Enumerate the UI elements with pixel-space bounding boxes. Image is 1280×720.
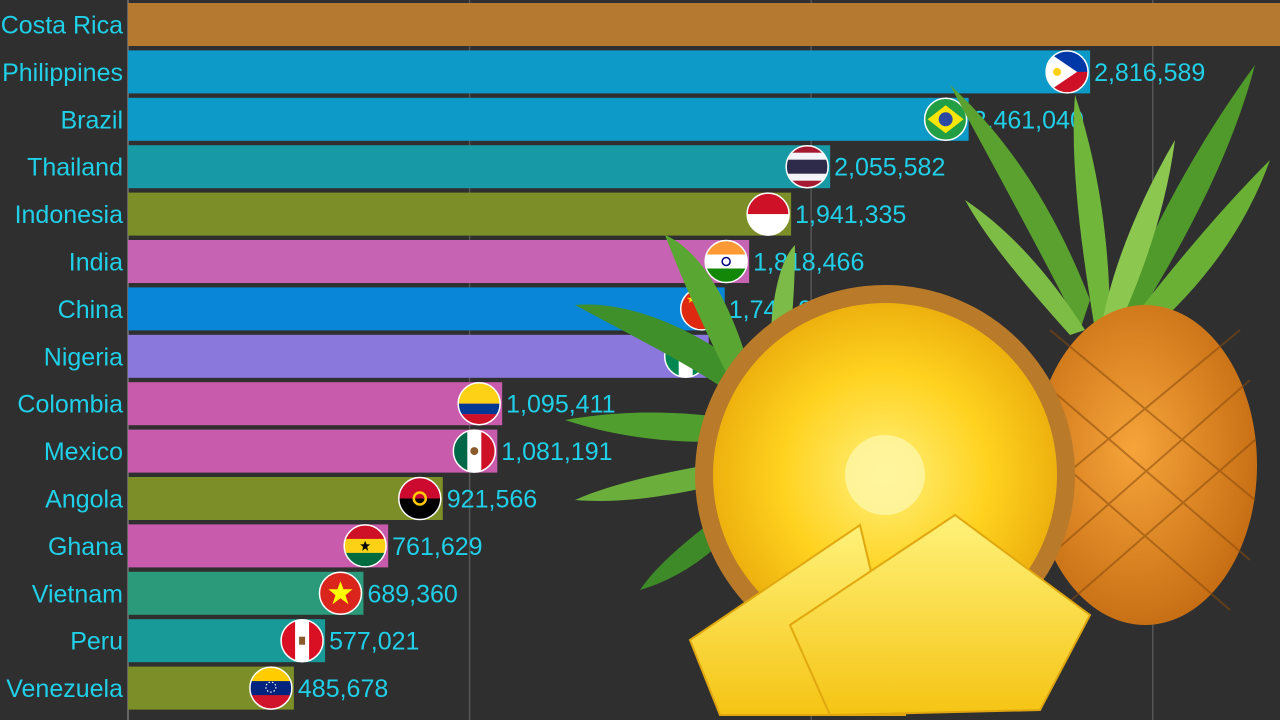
value-label: 2,055,582 (834, 154, 945, 182)
philippines-flag-icon (1045, 50, 1089, 94)
brazil-flag-icon (923, 97, 968, 142)
mexico-flag-icon (452, 429, 497, 473)
category-label: Venezuela (6, 675, 123, 703)
indonesia-flag-icon (746, 192, 790, 236)
value-label: 921,566 (447, 486, 537, 514)
bar-nigeria (128, 334, 709, 378)
value-label: 1,081,191 (501, 438, 612, 466)
category-label: Thailand (27, 154, 123, 182)
value-label: 2,816,589 (1094, 59, 1205, 87)
value-label: 577,021 (329, 628, 419, 656)
category-label: Indonesia (15, 201, 124, 229)
category-label: Costa Rica (1, 12, 123, 40)
ghana-flag-icon (343, 524, 387, 568)
value-label: 689,360 (367, 580, 457, 608)
bar-indonesia (128, 192, 792, 236)
value-label: 1,095,411 (506, 391, 615, 419)
value-label: 485,678 (298, 675, 388, 703)
india-flag-icon (704, 239, 748, 284)
bar-colombia (128, 382, 503, 426)
category-label: Colombia (17, 391, 123, 419)
thailand-flag-icon (785, 144, 829, 189)
colombia-flag-icon (457, 381, 501, 426)
bar-mexico (128, 429, 498, 473)
bar-thailand (128, 145, 831, 189)
bar-angola (128, 477, 443, 520)
pineapple-illustration (565, 65, 1270, 717)
pineapple-body (1033, 305, 1257, 625)
vietnam-flag-icon (318, 571, 363, 616)
category-label: China (58, 296, 123, 324)
bar-costa-rica (128, 3, 1280, 46)
category-label: Peru (70, 628, 123, 656)
bar-philippines (128, 50, 1091, 94)
value-label: 1,818,466 (753, 249, 864, 277)
venezuela-flag-icon (249, 666, 293, 710)
value-label: 761,629 (392, 533, 482, 561)
category-label: Mexico (44, 438, 123, 466)
bar-india (128, 240, 750, 283)
angola-flag-icon (398, 476, 442, 521)
category-label: Philippines (2, 59, 123, 87)
category-label: Ghana (48, 533, 123, 561)
bar-brazil (128, 97, 969, 141)
value-label: 1,941,335 (795, 201, 906, 229)
peru-flag-icon (280, 618, 324, 663)
category-label: India (69, 249, 123, 277)
category-label: Nigeria (44, 343, 123, 371)
pineapple-wedge-right (788, 513, 1092, 717)
category-label: Vietnam (32, 580, 123, 608)
pineapple-crown-right (950, 65, 1270, 340)
bars (128, 3, 1280, 710)
category-label: Brazil (60, 106, 123, 134)
category-label: Angola (45, 486, 123, 514)
